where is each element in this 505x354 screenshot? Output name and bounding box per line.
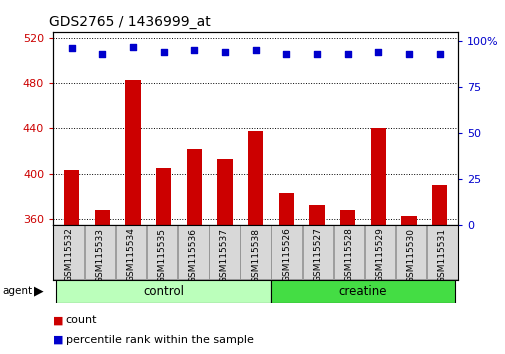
Bar: [247, 131, 263, 225]
Text: agent: agent: [3, 286, 33, 296]
Bar: [186, 149, 201, 225]
Bar: [302, 225, 332, 279]
Bar: [56, 280, 270, 303]
Text: GSM115535: GSM115535: [157, 228, 166, 282]
Bar: [278, 193, 293, 225]
Text: GSM115530: GSM115530: [406, 228, 415, 282]
Bar: [54, 225, 84, 279]
Point: [373, 49, 381, 55]
Text: GSM115537: GSM115537: [220, 228, 228, 282]
Text: percentile rank within the sample: percentile rank within the sample: [66, 335, 253, 345]
Bar: [146, 225, 177, 279]
Point: [435, 51, 443, 57]
Text: ▶: ▶: [34, 285, 44, 297]
Bar: [178, 225, 208, 279]
Bar: [370, 129, 385, 225]
Bar: [309, 205, 324, 225]
Text: GSM115531: GSM115531: [437, 228, 446, 282]
Bar: [426, 225, 457, 279]
Text: GSM115538: GSM115538: [250, 228, 260, 282]
Point: [343, 51, 351, 57]
Bar: [364, 225, 394, 279]
Bar: [270, 280, 454, 303]
Text: GSM115527: GSM115527: [313, 228, 322, 282]
Bar: [64, 170, 79, 225]
Bar: [271, 225, 301, 279]
Text: GSM115526: GSM115526: [282, 228, 290, 282]
Bar: [240, 225, 270, 279]
Text: GSM115533: GSM115533: [95, 228, 104, 282]
Text: creatine: creatine: [338, 285, 386, 298]
Bar: [333, 225, 364, 279]
Point: [251, 47, 259, 53]
Text: GSM115528: GSM115528: [344, 228, 353, 282]
Text: GDS2765 / 1436999_at: GDS2765 / 1436999_at: [49, 16, 211, 29]
Point: [282, 51, 290, 57]
Point: [129, 44, 137, 50]
Text: GSM115532: GSM115532: [64, 228, 73, 282]
Point: [404, 51, 412, 57]
Bar: [217, 159, 232, 225]
Bar: [339, 210, 355, 225]
Text: ■: ■: [53, 315, 64, 325]
Bar: [94, 210, 110, 225]
Bar: [125, 80, 140, 225]
Text: GSM115529: GSM115529: [375, 228, 384, 282]
Text: count: count: [66, 315, 97, 325]
Bar: [84, 225, 115, 279]
Bar: [209, 225, 239, 279]
Bar: [395, 225, 426, 279]
Bar: [400, 216, 416, 225]
Point: [159, 49, 167, 55]
Text: ■: ■: [53, 335, 64, 345]
Text: GSM115534: GSM115534: [126, 228, 135, 282]
Bar: [156, 168, 171, 225]
Point: [312, 51, 320, 57]
Text: control: control: [143, 285, 184, 298]
Point: [67, 46, 75, 51]
Point: [220, 49, 228, 55]
Bar: [431, 185, 446, 225]
Point: [190, 47, 198, 53]
Point: [98, 51, 106, 57]
Bar: [116, 225, 146, 279]
Text: GSM115536: GSM115536: [188, 228, 197, 282]
